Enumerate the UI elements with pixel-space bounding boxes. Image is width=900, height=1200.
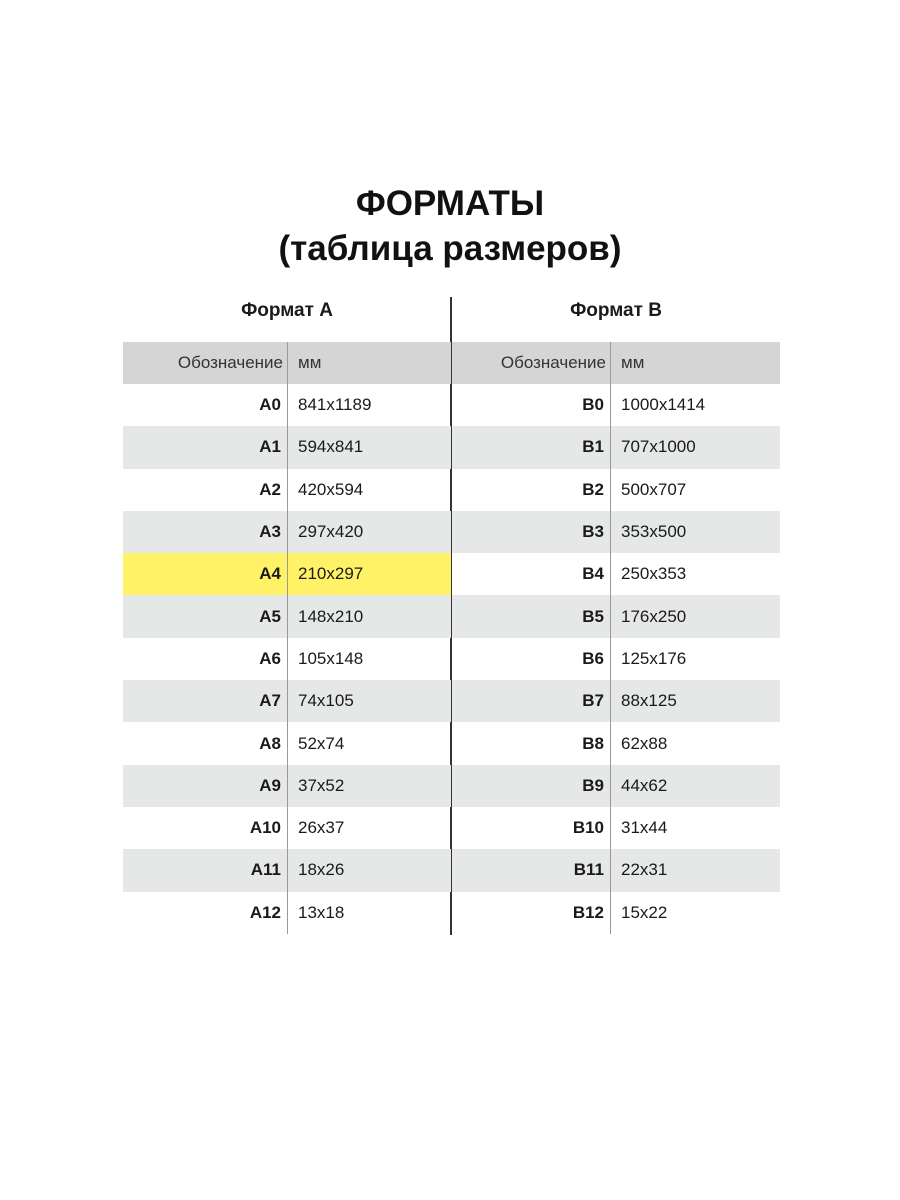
table-row: B9 44x62 <box>452 764 780 807</box>
page-subtitle: (таблица размеров) <box>278 229 622 268</box>
table-row: B10 31x44 <box>452 806 780 850</box>
format-name: A1 <box>259 437 281 457</box>
table-row: B6 125x176 <box>452 637 780 681</box>
section-divider <box>450 297 452 935</box>
format-size: 297x420 <box>287 510 451 554</box>
format-name: B7 <box>582 691 604 711</box>
designation-header: Обозначение <box>500 353 606 372</box>
table-row: B5 176x250 <box>452 595 780 638</box>
format-size: 26x37 <box>287 806 451 850</box>
format-name: B3 <box>582 522 604 542</box>
format-name: B11 <box>573 860 604 880</box>
format-size: 420x594 <box>287 468 451 511</box>
format-size: 62x88 <box>610 722 780 765</box>
format-size: 105x148 <box>287 637 451 681</box>
page-title: ФОРМАТЫ <box>355 184 545 223</box>
format-name: A8 <box>259 733 281 753</box>
format-name: A11 <box>250 860 281 880</box>
format-size: 18x26 <box>287 849 451 892</box>
table-row: A11 18x26 <box>123 849 451 892</box>
format-size: 52x74 <box>287 722 451 765</box>
table-row: A12 13x18 <box>123 891 451 934</box>
format-name: B12 <box>572 902 604 922</box>
format-size: 500x707 <box>610 468 780 511</box>
format-name: A10 <box>249 818 281 838</box>
format-size: 707x1000 <box>610 426 780 469</box>
format-b-table: Обозначение мм B0 1000x1414 B1 707x1000 B2 50… <box>452 342 780 934</box>
format-name: A5 <box>259 606 281 626</box>
table-row: A2 420x594 <box>123 468 451 511</box>
format-size: 1000x1414 <box>610 384 780 427</box>
table-row: B2 500x707 <box>452 468 780 511</box>
format-name: B4 <box>582 564 604 584</box>
table-header-row: Обозначение мм <box>452 342 780 384</box>
format-a-heading: Формат A <box>241 300 333 321</box>
format-name: B0 <box>582 395 604 415</box>
table-row: A9 37x52 <box>123 764 451 807</box>
format-a-table: Обозначение мм A0 841x1189 A1 594x841 A2 420x… <box>123 342 451 934</box>
format-size: 22x31 <box>610 849 780 892</box>
format-size: 250x353 <box>610 553 780 596</box>
format-name: A6 <box>259 648 281 668</box>
format-name: B8 <box>582 733 604 753</box>
format-size: 15x22 <box>610 891 780 934</box>
format-name: B1 <box>582 437 604 457</box>
format-name: A7 <box>259 691 281 711</box>
table-row: A10 26x37 <box>123 806 451 850</box>
table-row: B7 88x125 <box>452 680 780 723</box>
format-size: 13x18 <box>287 891 451 934</box>
format-name: B9 <box>582 775 604 795</box>
format-size: 148x210 <box>287 595 451 638</box>
table-row: B0 1000x1414 <box>452 384 780 427</box>
table-row: A1 594x841 <box>123 426 451 469</box>
format-size: 125x176 <box>610 637 780 681</box>
format-name: A3 <box>259 522 281 542</box>
format-size: 37x52 <box>287 764 451 807</box>
table-row: B4 250x353 <box>452 553 780 596</box>
table-row: B8 62x88 <box>452 722 780 765</box>
format-size: 594x841 <box>287 426 451 469</box>
format-size: 44x62 <box>610 764 780 807</box>
format-name: A0 <box>259 395 281 415</box>
format-name: A4 <box>259 564 281 584</box>
table-row: B12 15x22 <box>452 891 780 934</box>
format-name: A12 <box>249 902 281 922</box>
table-row: A0 841x1189 <box>123 384 451 427</box>
format-size: 74x105 <box>287 680 451 723</box>
format-b-heading: Формат B <box>570 300 662 321</box>
table-row: B3 353x500 <box>452 510 780 554</box>
table-header-row: Обозначение мм <box>123 342 451 384</box>
table-row: B1 707x1000 <box>452 426 780 469</box>
format-name: A9 <box>259 775 281 795</box>
table-row: A8 52x74 <box>123 722 451 765</box>
format-name: A2 <box>259 479 281 499</box>
format-size: 210x297 <box>287 553 451 596</box>
format-size: 841x1189 <box>287 384 451 427</box>
table-row: A4 210x297 <box>123 553 451 596</box>
format-size: 88x125 <box>610 680 780 723</box>
format-name: B2 <box>582 479 604 499</box>
mm-header: мм <box>610 342 780 384</box>
format-name: B5 <box>582 606 604 626</box>
format-size: 31x44 <box>610 806 780 850</box>
format-name: B10 <box>572 818 604 838</box>
format-size: 176x250 <box>610 595 780 638</box>
table-row: A3 297x420 <box>123 510 451 554</box>
table-row: A5 148x210 <box>123 595 451 638</box>
table-row: A6 105x148 <box>123 637 451 681</box>
format-name: B6 <box>582 648 604 668</box>
format-size: 353x500 <box>610 510 780 554</box>
designation-header: Обозначение <box>177 353 283 372</box>
table-row: A7 74x105 <box>123 680 451 723</box>
table-row: B11 22x31 <box>452 849 780 892</box>
mm-header: мм <box>287 342 451 384</box>
